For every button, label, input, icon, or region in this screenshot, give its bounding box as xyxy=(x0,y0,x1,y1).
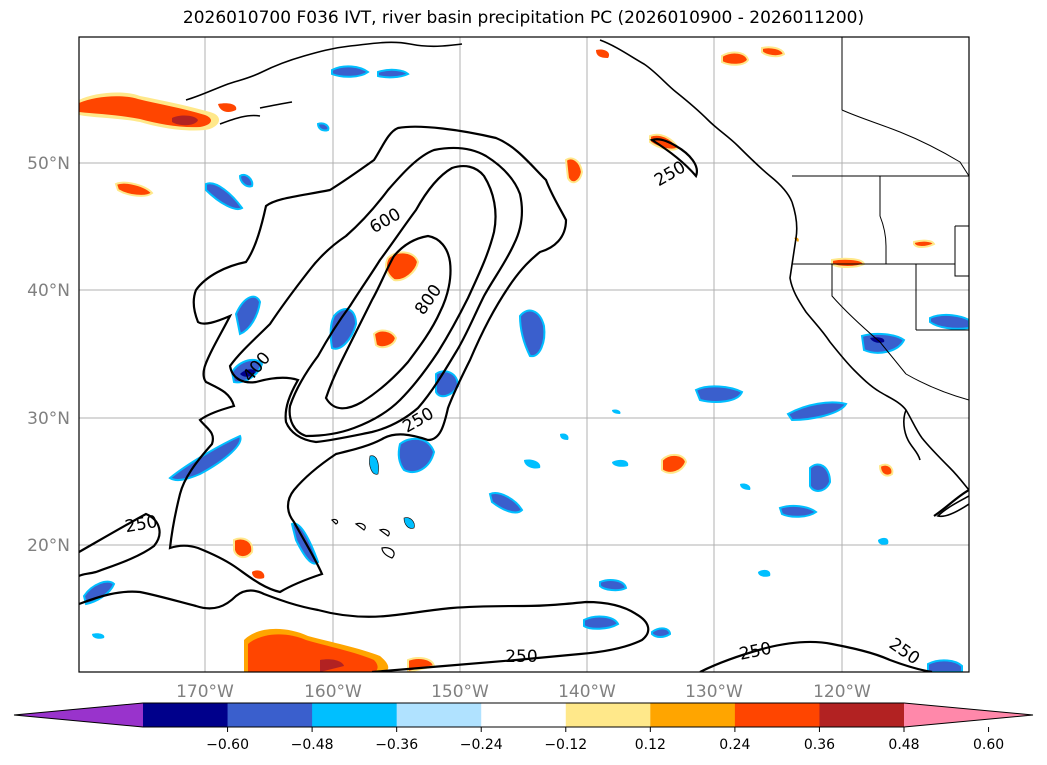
ivt-contours xyxy=(79,125,969,672)
colorbar-outline xyxy=(13,702,1034,728)
ivt-contour-250-sw xyxy=(79,512,161,577)
colorbar-tick-label: −0.24 xyxy=(460,737,503,753)
colorbar-tick-label: −0.60 xyxy=(206,737,249,753)
ivt-contour-400 xyxy=(228,146,524,444)
ivt-contour-250-mexico xyxy=(933,489,969,517)
lat-label-20n: 20°N xyxy=(27,536,70,556)
lat-label-40n: 40°N xyxy=(27,281,70,301)
colorbar-tick-label: −0.36 xyxy=(375,737,418,753)
positive-precip-areas xyxy=(79,46,936,672)
colorbar-segment xyxy=(312,703,398,727)
lon-label-120w: 120°W xyxy=(813,682,871,702)
ivt-contour-250-south xyxy=(79,589,650,672)
colorbar-extend-high xyxy=(904,703,1033,727)
colorbar-extend-low xyxy=(14,703,143,727)
colorbar-tick-label: 0.60 xyxy=(973,737,1004,753)
lon-label-140w: 140°W xyxy=(558,682,616,702)
colorbar-segment xyxy=(227,703,313,727)
lon-label-170w: 170°W xyxy=(176,682,234,702)
colorbar xyxy=(13,702,1034,728)
map-frame xyxy=(78,36,970,673)
colorbar-tick-label: 0.24 xyxy=(719,737,750,753)
lon-label-160w: 160°W xyxy=(304,682,362,702)
ivt-contour-800 xyxy=(324,234,452,410)
colorbar-segment xyxy=(650,703,736,727)
ivt-contour-250-se xyxy=(699,640,933,672)
map-area xyxy=(79,37,969,672)
colorbar-tick-label: 0.36 xyxy=(804,737,835,753)
lon-label-130w: 130°W xyxy=(685,682,743,702)
colorbar-tick-label: −0.48 xyxy=(291,737,334,753)
ivt-contour-250-nw xyxy=(649,138,698,179)
map-title: 2026010700 F036 IVT, river basin precipi… xyxy=(182,8,865,28)
ivt-contour-250-main xyxy=(168,125,568,594)
colorbar-segment xyxy=(734,703,820,727)
gridlines xyxy=(79,37,969,672)
hawaiian-islands xyxy=(330,518,395,559)
colorbar-ticks: −0.60 −0.48 −0.36 −0.24 −0.12 0.12 0.24 0.36 0.4… xyxy=(206,727,1004,753)
lat-label-30n: 30°N xyxy=(27,409,70,429)
colorbar-segment xyxy=(819,703,905,727)
lon-label-150w: 150°W xyxy=(431,682,489,702)
longitude-labels: 170°W 160°W 150°W 140°W 130°W 120°W xyxy=(176,682,871,702)
negative-precip-areas xyxy=(82,65,969,672)
colorbar-segment xyxy=(481,703,567,727)
lat-label-50n: 50°N xyxy=(27,154,70,174)
colorbar-tick-label: 0.48 xyxy=(888,737,919,753)
colorbar-tick-label: −0.12 xyxy=(544,737,587,753)
colorbar-segment xyxy=(396,703,482,727)
ivt-contour-600 xyxy=(288,165,497,438)
colorbar-segment xyxy=(143,703,229,727)
ivt-contour-label: 250 xyxy=(505,647,537,667)
political-borders xyxy=(792,37,969,401)
coastlines xyxy=(185,39,969,518)
colorbar-tick-label: 0.12 xyxy=(635,737,666,753)
latitude-labels: 50°N 40°N 30°N 20°N xyxy=(27,154,70,556)
colorbar-segment xyxy=(565,703,651,727)
